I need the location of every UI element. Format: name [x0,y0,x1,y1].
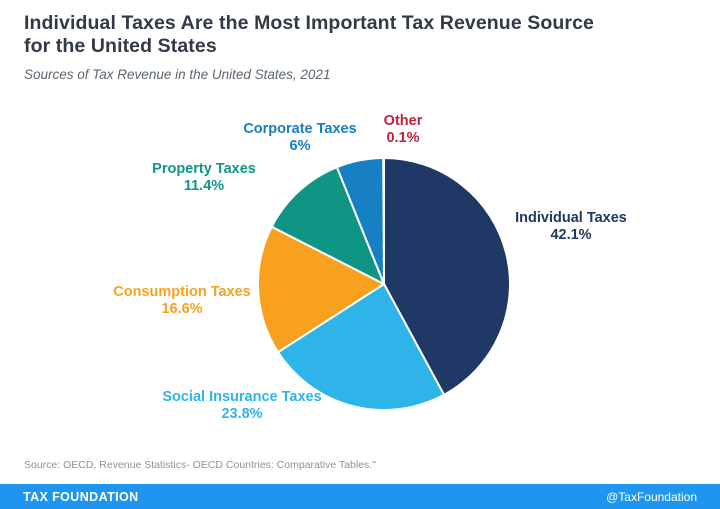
pie-slice-social-insurance-taxes [277,283,446,411]
header: Individual Taxes Are the Most Important … [24,12,684,82]
slice-label-other: Other 0.1% [384,113,423,147]
slice-label-value: 11.4% [183,178,225,194]
brand-name: TAX FOUNDATION [23,489,139,504]
pie-slice-consumption-taxes [257,225,385,354]
slice-label-value: 23.8% [221,406,263,422]
slice-label-name: Consumption Taxes [113,284,251,300]
slice-label-name: Individual Taxes [515,210,627,226]
slice-label-value: 16.6% [161,301,203,317]
twitter-handle: @TaxFoundation [606,489,697,504]
pie-slice-individual-taxes [383,157,511,396]
slice-label-name: Property Taxes [152,161,256,177]
source-note: Source: OECD, Revenue Statistics- OECD C… [24,459,376,471]
slice-label-corporate-taxes: Corporate Taxes 6% [243,121,356,155]
title-line-2: for the United States [24,34,217,57]
slice-label-value: 6% [289,138,311,154]
slice-label-property-taxes: Property Taxes 11.4% [152,161,256,195]
pie-slice-property-taxes [270,166,385,285]
slice-label-individual-taxes: Individual Taxes 42.1% [515,210,627,244]
slice-label-consumption-taxes: Consumption Taxes 16.6% [113,284,251,318]
title-line-1: Individual Taxes Are the Most Important … [24,12,594,34]
slice-label-name: Social Insurance Taxes [162,389,322,405]
pie-slice-other [382,157,385,285]
slice-label-social-insurance-taxes: Social Insurance Taxes 23.8% [162,389,321,423]
chart-subtitle: Sources of Tax Revenue in the United Sta… [24,66,331,82]
footer-bar: TAX FOUNDATION @TaxFoundation [0,484,720,509]
slice-label-value: 42.1% [550,227,592,243]
slice-label-value: 0.1% [386,130,420,146]
page-title: Individual Taxes Are the Most Important … [24,12,684,58]
slice-label-name: Corporate Taxes [243,121,357,137]
slice-label-name: Other [383,113,423,129]
